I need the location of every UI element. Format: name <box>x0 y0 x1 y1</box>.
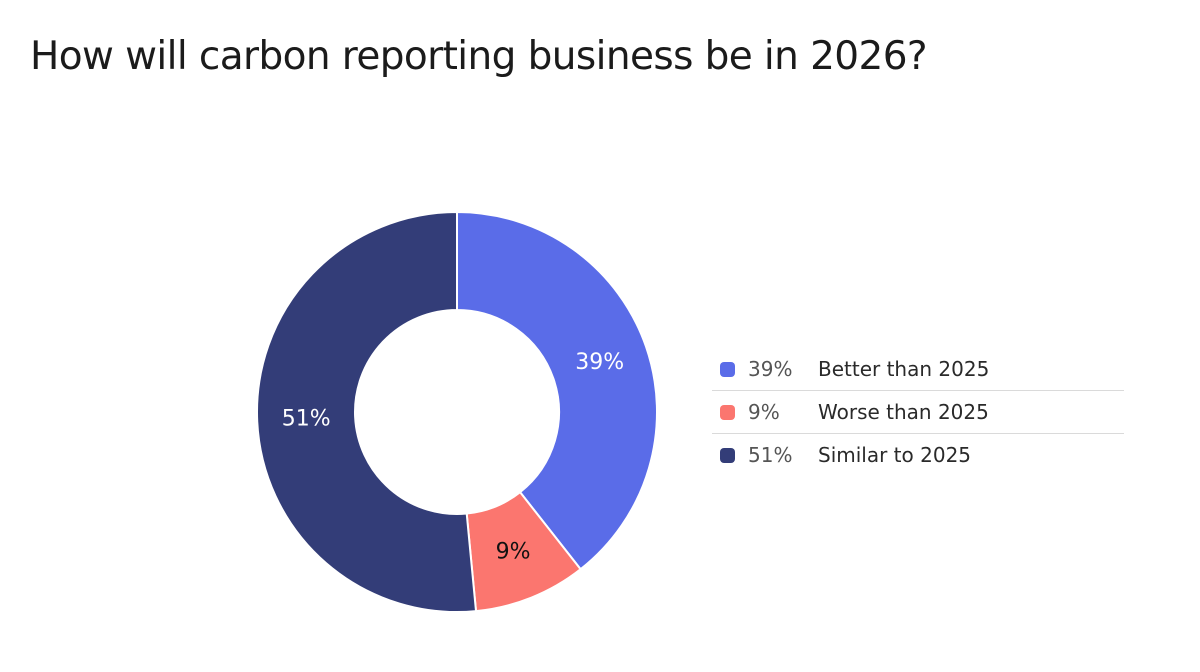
legend-percent: 51% <box>748 443 793 467</box>
legend-percent: 39% <box>748 357 793 381</box>
legend-label: Similar to 2025 <box>818 443 972 467</box>
slice-value-label: 39% <box>575 350 624 375</box>
legend-item: 9% Worse than 2025 <box>712 391 1124 434</box>
legend-item: 51% Similar to 2025 <box>712 434 1124 476</box>
slice-value-label: 51% <box>282 407 331 432</box>
legend-item: 39% Better than 2025 <box>712 348 1124 391</box>
legend-swatch <box>720 447 735 463</box>
slice-similar-to-2025 <box>256 211 478 613</box>
legend-label: Better than 2025 <box>818 357 990 381</box>
legend-percent: 9% <box>748 400 780 424</box>
legend-swatch <box>720 404 735 420</box>
chart-title: How will carbon reporting business be in… <box>30 34 928 79</box>
slice-value-label: 9% <box>496 540 531 565</box>
legend-label: Worse than 2025 <box>818 400 989 424</box>
legend-swatch <box>720 361 735 377</box>
slice-better-than-2025 <box>456 211 658 571</box>
chart-legend: 39% Better than 2025 9% Worse than 2025 51% S… <box>712 348 1124 476</box>
